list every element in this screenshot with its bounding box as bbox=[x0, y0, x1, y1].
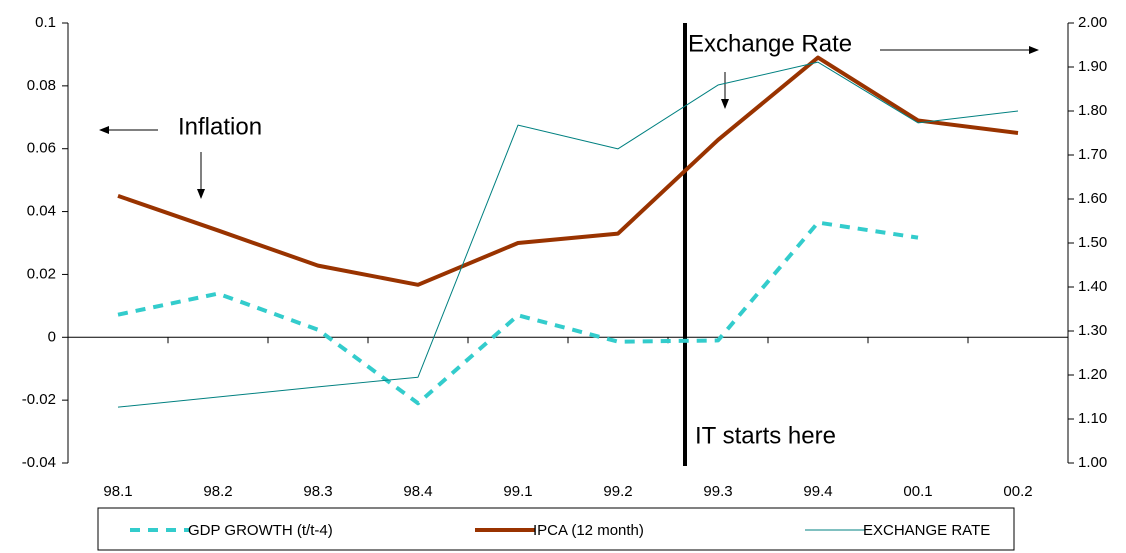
x-tick-label: 99.3 bbox=[703, 483, 732, 500]
series-line bbox=[117, 55, 1019, 287]
x-tick-label: 99.2 bbox=[603, 483, 632, 500]
y2-tick-label: 1.00 bbox=[1078, 454, 1107, 471]
y2-tick-label: 1.60 bbox=[1078, 190, 1107, 207]
y-tick-label: 0.08 bbox=[27, 77, 56, 94]
y-tick-label: 0.04 bbox=[27, 203, 56, 220]
annotation: Exchange Rate bbox=[688, 30, 852, 57]
legend-label: GDP GROWTH (t/t-4) bbox=[188, 522, 333, 539]
x-tick-label: 98.4 bbox=[403, 483, 432, 500]
y2-tick-label: 1.80 bbox=[1078, 102, 1107, 119]
y2-tick-label: 1.30 bbox=[1078, 322, 1107, 339]
y-tick-label: -0.02 bbox=[22, 391, 56, 408]
y-tick-label: -0.04 bbox=[22, 454, 56, 471]
x-tick-label: 99.1 bbox=[503, 483, 532, 500]
y2-tick-label: 1.70 bbox=[1078, 146, 1107, 163]
legend bbox=[97, 507, 1015, 551]
y2-tick-label: 2.00 bbox=[1078, 14, 1107, 31]
annotation: IT starts here bbox=[695, 422, 836, 449]
y-tick-label: 0.06 bbox=[27, 140, 56, 157]
y2-tick-label: 1.90 bbox=[1078, 58, 1107, 75]
x-tick-label: 99.4 bbox=[803, 483, 832, 500]
x-tick-label: 98.3 bbox=[303, 483, 332, 500]
y2-tick-label: 1.50 bbox=[1078, 234, 1107, 251]
legend-label: IPCA (12 month) bbox=[533, 522, 644, 539]
series-line bbox=[117, 220, 919, 406]
x-tick-label: 00.2 bbox=[1003, 483, 1032, 500]
y-tick-label: 0.1 bbox=[35, 14, 56, 31]
x-tick-label: 98.1 bbox=[103, 483, 132, 500]
y-tick-label: 0 bbox=[48, 328, 56, 345]
x-tick-label: 98.2 bbox=[203, 483, 232, 500]
y2-tick-label: 1.40 bbox=[1078, 278, 1107, 295]
y-tick-label: 0.02 bbox=[27, 265, 56, 282]
x-tick-label: 00.1 bbox=[903, 483, 932, 500]
series-line bbox=[117, 61, 1019, 408]
annotation: Inflation bbox=[178, 113, 262, 140]
y2-tick-label: 1.10 bbox=[1078, 410, 1107, 427]
y2-tick-label: 1.20 bbox=[1078, 366, 1107, 383]
legend-label: EXCHANGE RATE bbox=[863, 522, 990, 539]
